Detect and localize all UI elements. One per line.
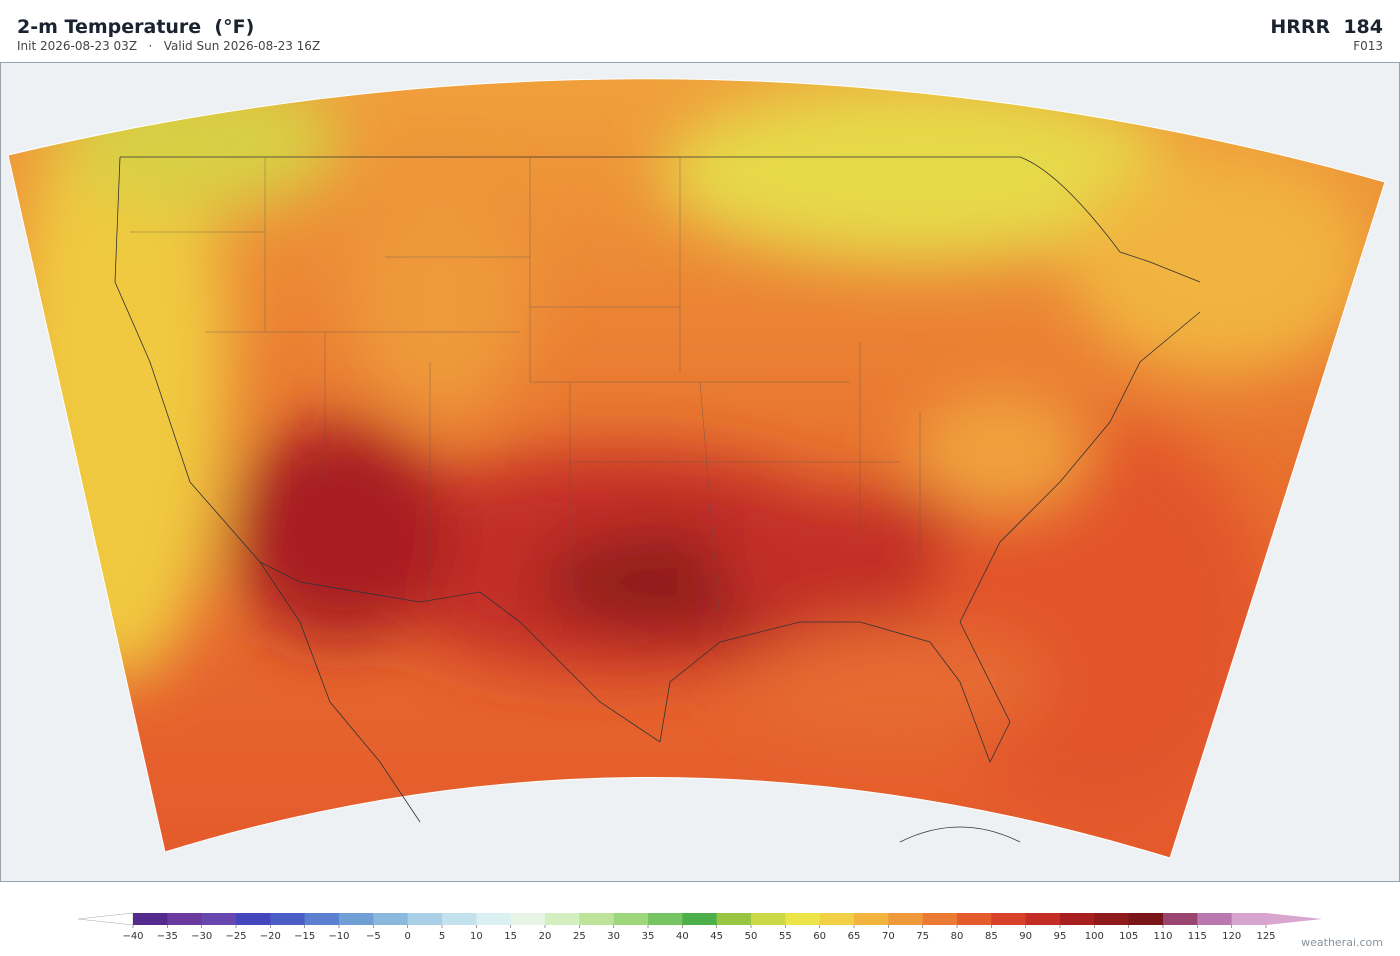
tick-label: 15	[504, 931, 517, 940]
tick-label: 55	[779, 931, 792, 940]
colorbar-segment	[304, 913, 340, 925]
tick-label: 110	[1153, 931, 1172, 940]
colorbar-segment	[648, 913, 683, 925]
colorbar-segment	[682, 913, 718, 925]
colorbar-segment	[922, 913, 958, 925]
domain-edge	[7, 78, 1386, 859]
tick-label: 125	[1256, 931, 1275, 940]
title: 2-m Temperature (°F)	[17, 16, 255, 38]
colorbar-segment	[167, 913, 203, 925]
tick-label: −5	[366, 931, 381, 940]
colorbar-segment	[751, 913, 786, 925]
tick-label: 60	[813, 931, 826, 940]
tick-label: 95	[1054, 931, 1067, 940]
colorbar-segment	[957, 913, 992, 925]
colorbar-segment	[613, 913, 649, 925]
colorbar-segment	[373, 913, 409, 925]
credit: weatherai.com	[1301, 936, 1383, 949]
colorbar-segment	[1025, 913, 1061, 925]
forecast-hour: F013	[1353, 39, 1383, 53]
tick-label: 45	[710, 931, 723, 940]
colorbar-segment	[1060, 913, 1095, 925]
colorbar-segment	[579, 913, 615, 925]
colorbar-segment	[270, 913, 306, 925]
model-label: HRRR 184	[1270, 16, 1383, 38]
tick-label: 105	[1119, 931, 1138, 940]
tick-label: 10	[470, 931, 483, 940]
map	[0, 62, 1400, 882]
tick-label: 20	[539, 931, 552, 940]
tick-label: 70	[882, 931, 895, 940]
tick-label: 40	[676, 931, 689, 940]
tick-label: 120	[1222, 931, 1241, 940]
colorbar-segment	[545, 913, 580, 925]
subtitle: Init 2026-08-23 03Z · Valid Sun 2026-08-…	[17, 39, 321, 53]
state-lines	[130, 157, 921, 623]
colorbar-under	[77, 912, 134, 926]
colorbar-segment	[476, 913, 512, 925]
colorbar-segment	[854, 913, 889, 925]
tick-label: 35	[642, 931, 655, 940]
tick-label: 85	[985, 931, 998, 940]
colorbar-segment	[1163, 913, 1198, 925]
colorbar-segment	[1128, 913, 1164, 925]
colorbar-segment	[819, 913, 855, 925]
colorbar-segment	[991, 913, 1027, 925]
tick-label: 25	[573, 931, 586, 940]
tick-label: 90	[1019, 931, 1032, 940]
colorbar-segment	[236, 913, 271, 925]
tick-label: −35	[157, 931, 178, 940]
colorbar-segment	[1231, 913, 1267, 925]
tick-label: −30	[191, 931, 212, 940]
colorbar-segment	[201, 913, 237, 925]
colorbar-segment	[407, 913, 443, 925]
tick-label: −25	[225, 931, 246, 940]
colorbar-segment	[1197, 913, 1233, 925]
header: 2-m Temperature (°F) Init 2026-08-23 03Z…	[0, 0, 1400, 62]
colorbar-over	[1266, 913, 1322, 925]
borders	[114, 156, 1201, 843]
tick-label: 65	[848, 931, 861, 940]
colorbar-segment	[785, 913, 821, 925]
colorbar-segment	[442, 913, 477, 925]
tick-label: 100	[1085, 931, 1104, 940]
tick-label: −15	[294, 931, 315, 940]
temperature-field	[8, 78, 1385, 858]
tick-label: 30	[607, 931, 620, 940]
tick-label: 115	[1188, 931, 1207, 940]
colorbar-segment	[1094, 913, 1130, 925]
colorbar-segment	[888, 913, 924, 925]
tick-label: −20	[260, 931, 281, 940]
tick-label: 80	[951, 931, 964, 940]
colorbar: −40 −35 −30 −25 −20 −15 −10 −5 0 5 10 15 20 25 30 35 40 4…	[77, 912, 1322, 940]
colorbar-segment	[716, 913, 752, 925]
tick-label: 5	[439, 931, 445, 940]
colorbar-segment	[133, 913, 168, 925]
colorbar-segment	[510, 913, 546, 925]
tick-label: 75	[916, 931, 929, 940]
tick-label: −10	[328, 931, 349, 940]
tick-label: 0	[404, 931, 410, 940]
colorbar-segment	[339, 913, 374, 925]
tick-label: −40	[122, 931, 143, 940]
tick-label: 50	[745, 931, 758, 940]
